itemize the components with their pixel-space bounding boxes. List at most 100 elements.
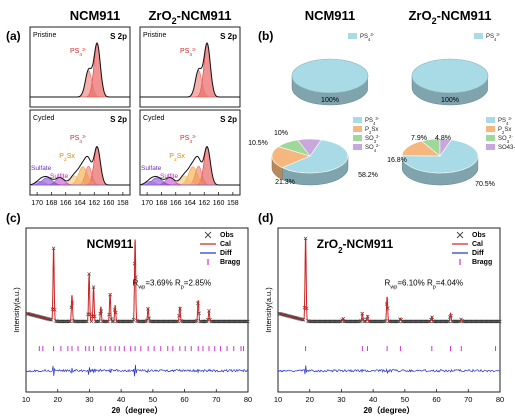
pie-legend-swatch xyxy=(486,135,495,141)
pie-legend-label: P2Sx xyxy=(365,127,378,135)
pie-slice xyxy=(281,139,349,174)
xps-x-tick-label: 168 xyxy=(46,200,58,207)
header-b-left: NCM911 xyxy=(305,8,356,23)
xrd-x-tick-label: 30 xyxy=(85,395,93,404)
xrd-x-tick-label: 60 xyxy=(180,395,188,404)
xrd-x-tick-label: 10 xyxy=(274,395,282,404)
xrd-x-tick-label: 70 xyxy=(212,395,220,404)
xrd-x-tick-label: 80 xyxy=(244,395,252,404)
pie-legend-label: P2Sx xyxy=(498,127,511,135)
panel-a-xps-spectra: Pristine S 2p PS43- Pristine S 2p PS43- Cycled… xyxy=(29,26,241,207)
xps-envelope-line xyxy=(30,42,130,98)
xrd-x-tick-label: 70 xyxy=(464,395,472,404)
pie-value-label: 10.5% xyxy=(248,140,268,147)
pie-slice xyxy=(411,58,489,94)
pie-value-label: 70.5% xyxy=(475,181,495,188)
xps-species-label: Sulfite xyxy=(50,173,68,180)
pie-legend-swatch xyxy=(353,126,362,132)
xps-corner-label: Cycled xyxy=(33,115,55,122)
xrd-legend-marker xyxy=(456,231,464,239)
xps-component-peak xyxy=(30,70,130,98)
xrd-x-tick-label: 10 xyxy=(22,395,30,404)
pie-legend-swatch xyxy=(348,33,357,39)
pie-value-label: 21.3% xyxy=(275,179,295,186)
header-b-right: ZrO2-NCM911 xyxy=(408,8,491,26)
pie-legend-label: PS43- xyxy=(486,32,501,42)
pie-slice xyxy=(439,138,452,157)
xps-x-tick-label: 166 xyxy=(60,200,72,207)
xrd-difference-line xyxy=(25,364,249,377)
xrd-x-tick-label: 40 xyxy=(369,395,377,404)
xps-species-label: P2Sx xyxy=(169,153,185,163)
panel-label-c: (c) xyxy=(6,211,21,225)
xrd-difference-line xyxy=(277,365,501,375)
xps-envelope-line xyxy=(139,145,240,186)
xrd-x-axis-label: 2θ（degree） xyxy=(111,405,162,415)
pie-legend-label: PS43- xyxy=(365,116,380,126)
xps-x-tick-label: 160 xyxy=(103,200,115,207)
xps-x-tick-label: 164 xyxy=(184,200,196,207)
pie-value-label: 16.8% xyxy=(387,157,407,164)
xps-species-label: Sulfite xyxy=(160,173,178,180)
xrd-frame xyxy=(277,227,501,393)
panel-c-xrd-refinement: 10 20 30 40 50 60 70 80 2θ（degree） Intensity(a.u.… xyxy=(12,227,252,415)
xrd-frame xyxy=(25,227,249,393)
xrd-x-tick-label: 20 xyxy=(54,395,62,404)
xps-x-tick-label: 170 xyxy=(141,200,153,207)
xrd-legend-label: Bragg xyxy=(472,259,492,266)
xrd-x-tick-label: 50 xyxy=(401,395,409,404)
xrd-legend-label: Bragg xyxy=(220,259,240,266)
xrd-calculated-line xyxy=(277,238,500,322)
pie-slice xyxy=(271,146,311,169)
pie-slice xyxy=(291,58,369,94)
xrd-x-tick-label: 20 xyxy=(306,395,314,404)
xrd-title: ZrO2-NCM911 xyxy=(317,237,394,255)
xps-x-tick-label: 158 xyxy=(227,200,239,207)
pie-legend-swatch xyxy=(486,126,495,132)
pie-legend-label: SO42- xyxy=(365,143,380,153)
xps-x-tick-label: 168 xyxy=(156,200,168,207)
xps-x-tick-label: 160 xyxy=(213,200,225,207)
pie-value-label: 100% xyxy=(441,97,459,104)
xps-frame xyxy=(29,26,131,108)
xrd-calculated-line xyxy=(25,239,248,322)
xrd-observed-point xyxy=(51,246,56,251)
pie-value-label: 4.8% xyxy=(435,135,451,142)
xps-x-tick-label: 170 xyxy=(31,200,43,207)
xrd-legend-label: Diff xyxy=(220,250,232,257)
pie-legend-swatch xyxy=(353,117,362,123)
xps-envelope-line xyxy=(140,42,240,98)
xps-x-tick-label: 162 xyxy=(88,200,100,207)
xps-peak-label: S 2p xyxy=(110,115,127,124)
xps-corner-label: Pristine xyxy=(33,32,56,39)
panel-b-pie-charts: 100% PS43- 100% PS43- 58.2% 21.3% 10.5% 10% PS43… xyxy=(248,32,515,189)
xps-corner-label: Cycled xyxy=(143,115,165,122)
xps-x-tick-label: 162 xyxy=(198,200,210,207)
xps-species-label: PS43- xyxy=(70,47,87,58)
xrd-legend-label: Obs xyxy=(472,232,486,239)
pie-slice xyxy=(297,138,322,157)
panel-d-xrd-refinement: 10 20 30 40 50 60 70 80 2θ（degree） Intensity(a.u.… xyxy=(264,227,504,415)
xrd-x-tick-label: 30 xyxy=(337,395,345,404)
pie-legend-label: PS43- xyxy=(360,32,375,42)
xrd-x-axis-label: 2θ（degree） xyxy=(363,405,414,415)
xps-peak-label: S 2p xyxy=(220,32,237,41)
xps-x-tick-label: 158 xyxy=(117,200,129,207)
xps-species-label: PS43- xyxy=(180,47,197,58)
xrd-legend-label: Cal xyxy=(472,241,483,248)
pie-legend-swatch xyxy=(353,135,362,141)
xps-x-tick-label: 164 xyxy=(74,200,86,207)
pie-legend-swatch xyxy=(353,144,362,150)
xps-peak-label: S 2p xyxy=(220,115,237,124)
xrd-x-tick-label: 80 xyxy=(496,395,504,404)
pie-legend-swatch xyxy=(486,144,495,150)
xrd-legend-label: Obs xyxy=(220,232,234,239)
pie-legend-label: SO32- xyxy=(365,134,380,144)
xrd-r-factors: Rwp=6.10% Rp=4.04% xyxy=(385,278,464,290)
pie-legend-label: SO43- xyxy=(498,145,515,151)
pie-legend-label: PS43- xyxy=(498,116,513,126)
xps-species-label: PS43- xyxy=(180,134,197,145)
panel-label-d: (d) xyxy=(258,211,273,225)
panel-label-b: (b) xyxy=(258,29,273,43)
xps-x-tick-label: 166 xyxy=(170,200,182,207)
